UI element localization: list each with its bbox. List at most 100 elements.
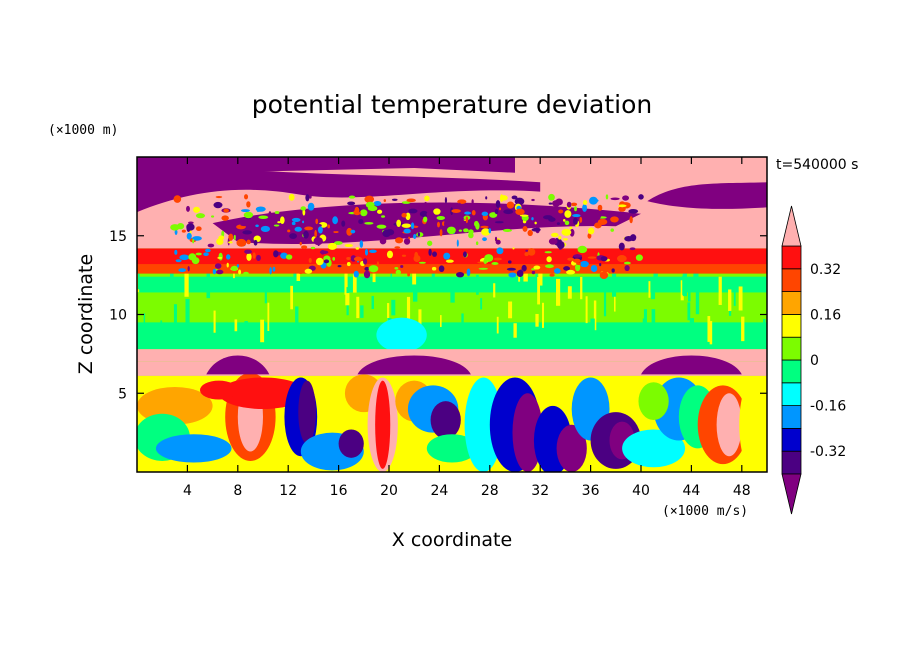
colorbar: -0.32 -0.16 0 0.16 0.32 (781, 205, 846, 515)
speckle (553, 268, 561, 274)
speckle (304, 226, 314, 231)
speckle (428, 248, 432, 256)
colorbar-label: -0.16 (810, 399, 846, 415)
speckle (341, 220, 346, 227)
speckle (310, 246, 316, 250)
speckle (299, 241, 302, 246)
speckle (395, 269, 401, 275)
colorbar-segment (781, 359, 802, 384)
speckle (587, 233, 592, 239)
x-tick-label: 32 (531, 483, 549, 499)
colorbar-label: -0.32 (810, 444, 846, 460)
speckle (376, 224, 387, 229)
speckle (353, 256, 363, 262)
lower-eddy (622, 429, 686, 468)
speckle (508, 272, 517, 278)
speckle (582, 199, 588, 205)
streak (556, 278, 561, 306)
speckle (256, 209, 261, 212)
lower-eddy (716, 393, 742, 457)
speckle (622, 195, 630, 201)
speckle (395, 237, 404, 244)
speckle (516, 269, 524, 278)
speckle (327, 242, 337, 250)
speckle (463, 228, 469, 233)
speckle (531, 198, 535, 202)
speckle (238, 269, 242, 275)
x-axis-label: X coordinate (392, 529, 512, 551)
streak (267, 302, 270, 331)
x-tick-label: 36 (582, 483, 600, 499)
speckle (551, 232, 559, 237)
speckle (558, 209, 564, 214)
speckle (269, 267, 272, 275)
speckle (346, 256, 351, 261)
y-axis: 5 10 15 (109, 229, 767, 402)
speckle (407, 272, 411, 277)
speckle (478, 267, 489, 270)
streak (260, 319, 265, 343)
streak (143, 313, 146, 336)
speckle (364, 248, 368, 256)
streak (213, 310, 216, 333)
streak (738, 286, 743, 311)
streak (345, 293, 350, 306)
speckle (564, 220, 570, 226)
speckle (483, 258, 488, 265)
speckle (218, 252, 223, 261)
speckle (339, 231, 347, 234)
speckle (629, 247, 636, 251)
lower-eddy (375, 380, 391, 469)
speckle (485, 196, 488, 200)
upper-purple-streak (137, 166, 541, 213)
speckle (405, 212, 411, 221)
speckle (624, 235, 634, 242)
speckle (438, 265, 445, 273)
speckle (236, 238, 247, 247)
speckle (288, 193, 295, 201)
speckle (495, 200, 501, 208)
speckle (494, 209, 499, 215)
speckle (256, 254, 261, 261)
speckle (457, 199, 467, 204)
speckle (414, 251, 419, 259)
speckle (294, 226, 302, 232)
speckle (386, 250, 394, 259)
speckle (562, 238, 568, 241)
speckle (203, 252, 209, 257)
streak (651, 288, 656, 300)
lower-eddy (638, 382, 669, 421)
band-inversion-high-orange (137, 264, 767, 274)
speckle (623, 261, 631, 265)
speckle (348, 195, 356, 199)
speckle (456, 271, 465, 278)
streak (741, 316, 745, 342)
speckle (360, 209, 368, 217)
speckle (192, 236, 202, 241)
speckle (569, 228, 575, 237)
speckle (556, 222, 561, 226)
streak (418, 309, 422, 331)
speckle (527, 248, 536, 256)
speckle (217, 256, 223, 259)
speckle (323, 259, 330, 264)
speckle (569, 226, 573, 230)
streak (461, 313, 464, 331)
streak (580, 276, 583, 300)
speckle (258, 215, 269, 220)
speckle (252, 252, 256, 259)
speckle (280, 252, 288, 259)
speckle (373, 201, 382, 207)
colorbar-label: 0.32 (810, 262, 841, 278)
x-tick-label: 40 (632, 483, 650, 499)
speckle (531, 270, 536, 275)
streak (390, 260, 393, 291)
inversion-dome (357, 355, 471, 375)
speckle (347, 201, 356, 206)
speckle (384, 265, 392, 274)
speckle (364, 221, 374, 225)
speckle (444, 220, 450, 228)
speckle (471, 199, 474, 205)
speckle (493, 257, 502, 261)
speckle (423, 201, 428, 209)
